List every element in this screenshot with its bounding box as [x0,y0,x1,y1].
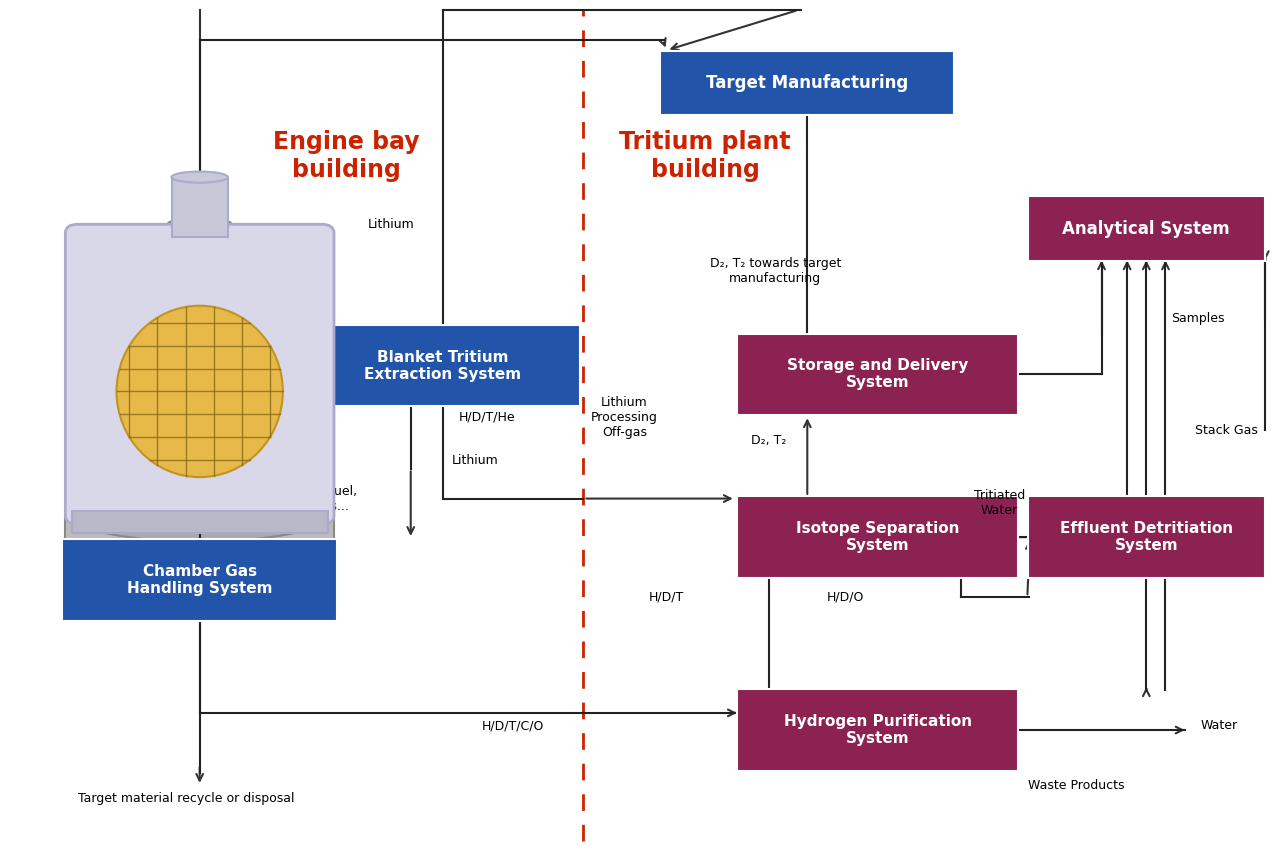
FancyBboxPatch shape [168,224,232,310]
Text: Stack Gas: Stack Gas [1195,423,1259,437]
FancyBboxPatch shape [65,224,335,525]
Text: D₂, T₂ towards target
manufacturing: D₂, T₂ towards target manufacturing [710,257,841,286]
FancyBboxPatch shape [1028,496,1264,578]
Text: Storage and Delivery
System: Storage and Delivery System [787,358,968,390]
FancyBboxPatch shape [660,51,954,115]
Text: Xe , unspent fuel,
target debris...: Xe , unspent fuel, target debris... [247,484,358,513]
FancyBboxPatch shape [62,539,337,621]
Text: Blanket Tritium
Extraction System: Blanket Tritium Extraction System [364,349,522,382]
Text: Waste Products: Waste Products [1028,779,1124,792]
Text: Target material recycle or disposal: Target material recycle or disposal [78,792,295,805]
FancyBboxPatch shape [737,334,1018,415]
Text: Engine bay
building: Engine bay building [273,130,420,181]
Text: Effluent Detritiation
System: Effluent Detritiation System [1060,521,1233,553]
FancyBboxPatch shape [172,177,228,237]
Text: Xe: Xe [77,496,92,509]
FancyBboxPatch shape [72,512,328,533]
FancyBboxPatch shape [305,325,581,407]
Text: Chamber Gas
Handling System: Chamber Gas Handling System [127,564,272,596]
Ellipse shape [72,318,328,370]
Ellipse shape [72,490,328,542]
Text: Lithium: Lithium [451,453,499,466]
Text: H/D/O: H/D/O [827,591,864,604]
Text: Water: Water [1201,719,1237,732]
Text: H/D/T: H/D/T [649,591,685,604]
Text: Hydrogen Purification
System: Hydrogen Purification System [783,714,972,746]
Text: Tritiated
Water: Tritiated Water [973,488,1024,517]
FancyBboxPatch shape [737,496,1018,578]
Text: Tritium plant
building: Tritium plant building [619,130,791,181]
Text: Target Manufacturing: Target Manufacturing [706,74,909,92]
Ellipse shape [168,218,232,230]
Text: D₂, T₂: D₂, T₂ [751,433,787,447]
FancyBboxPatch shape [72,310,328,516]
Ellipse shape [117,305,283,477]
Ellipse shape [123,293,277,447]
Text: Lithium
Processing
Off-gas: Lithium Processing Off-gas [591,396,658,439]
Ellipse shape [72,285,328,335]
Text: Lithium: Lithium [368,218,415,230]
Text: H/D/T/He: H/D/T/He [459,410,515,424]
Text: Isotope Separation
System: Isotope Separation System [796,521,959,553]
FancyBboxPatch shape [737,690,1018,771]
Text: H/D/T/C/O: H/D/T/C/O [482,719,545,732]
FancyBboxPatch shape [65,516,335,550]
Text: Analytical System: Analytical System [1063,219,1231,237]
FancyBboxPatch shape [1028,196,1264,261]
Ellipse shape [172,171,228,182]
Text: Samples: Samples [1170,312,1224,325]
